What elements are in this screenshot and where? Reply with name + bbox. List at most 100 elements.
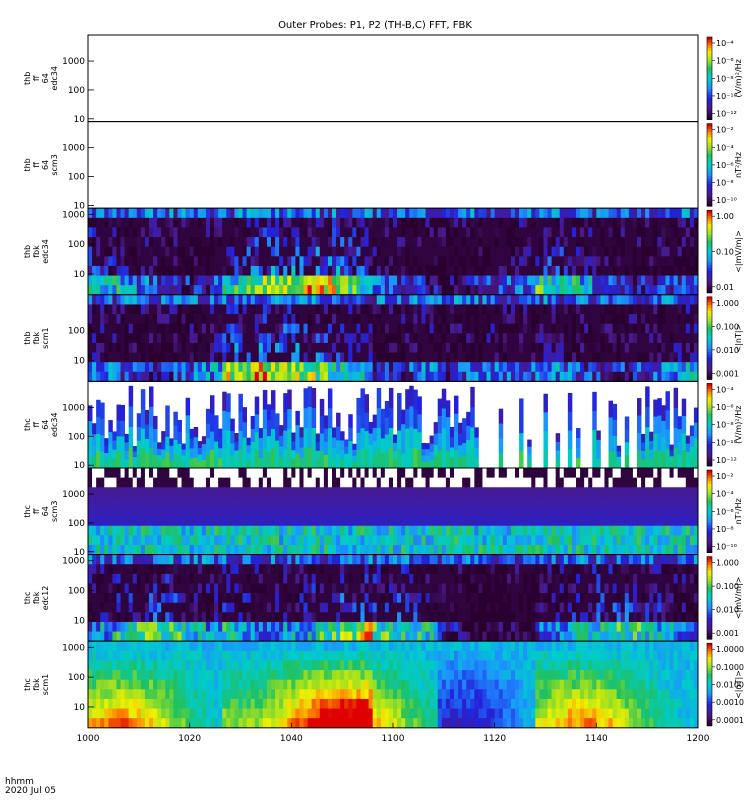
spectrogram-cell (628, 342, 634, 353)
spectrogram-cell (637, 487, 642, 498)
colorbar-segment (707, 516, 712, 520)
spectrogram-cell (433, 371, 439, 382)
spectrogram-cell (677, 246, 683, 257)
spectrogram-cell (124, 468, 130, 479)
spectrogram-cell (153, 516, 158, 527)
spectrogram-cell (388, 407, 394, 429)
spectrogram-cell (441, 265, 447, 276)
spectrogram-cell (673, 333, 679, 344)
spectrogram-cell (153, 487, 158, 498)
spectrogram-cell (108, 554, 113, 565)
spectrogram-cell (283, 333, 288, 344)
spectrogram-cell (535, 342, 540, 353)
spectrogram-cell (515, 314, 520, 325)
spectrogram-cell (510, 227, 516, 238)
spectrogram-cell (136, 544, 142, 555)
spectrogram-cell (254, 285, 260, 296)
spectrogram-cell (494, 227, 500, 238)
spectrogram-cell (181, 323, 186, 334)
spectrogram-cell (283, 275, 288, 286)
spectrogram-cell (153, 525, 158, 536)
spectrogram-cell (661, 352, 666, 363)
spectrogram-cell (673, 468, 679, 479)
spectrogram-cell (144, 314, 150, 325)
spectrogram-cell (352, 449, 357, 457)
spectrogram-cell (287, 246, 292, 257)
spectrogram-cell (323, 415, 329, 429)
spectrogram-cell (393, 496, 398, 507)
spectrogram-cell (388, 371, 394, 382)
spectrogram-cell (376, 237, 382, 248)
spectrogram-cell (657, 352, 662, 363)
spectrogram-cell (502, 525, 508, 536)
date-label: 2020 Jul 05 (5, 786, 56, 796)
spectrogram-cell (185, 237, 191, 248)
spectrogram-cell (336, 294, 341, 305)
colorbar-segment (707, 402, 712, 406)
spectrogram-cell (161, 294, 166, 305)
spectrogram-cell (628, 304, 634, 315)
spectrogram-cell (222, 208, 227, 219)
spectrogram-cell (531, 535, 536, 546)
spectrogram-cell (189, 227, 195, 238)
spectrogram-cell (437, 506, 443, 517)
colorbar-segment (707, 536, 712, 540)
spectrogram-cell (527, 217, 532, 228)
spectrogram-cell (336, 454, 341, 469)
spectrogram-cell (352, 342, 357, 353)
spectrogram-cell (531, 304, 536, 315)
spectrogram-cell (364, 314, 369, 325)
spectrogram-cell (620, 352, 626, 363)
spectrogram-cell (128, 506, 134, 517)
spectrogram-cell (181, 477, 186, 488)
spectrogram-cell (124, 506, 130, 517)
spectrogram-cell (116, 564, 121, 575)
panel-label-line: thc (23, 505, 32, 518)
spectrogram-cell (96, 450, 101, 469)
spectrogram-cell (266, 496, 272, 507)
spectrogram-cell (433, 227, 439, 238)
spectrogram-cell (214, 496, 219, 507)
spectrogram-cell (323, 454, 329, 469)
spectrogram-cell (632, 516, 638, 527)
spectrogram-cell (510, 285, 516, 296)
spectrogram-cell (352, 237, 357, 248)
spectrogram-cell (482, 506, 487, 517)
spectrogram-cell (283, 237, 288, 248)
spectrogram-cell (401, 285, 406, 296)
spectrogram-cell (397, 294, 402, 305)
spectrogram-cell (689, 333, 695, 344)
spectrogram-cell (543, 275, 548, 286)
spectrogram-cell (506, 525, 512, 536)
spectrogram-cell (157, 468, 162, 479)
spectrogram-cell (584, 256, 589, 267)
spectrogram-cell (494, 468, 500, 479)
spectrogram-cell (311, 333, 317, 344)
spectrogram-cell (205, 265, 211, 276)
spectrogram-cell (364, 323, 369, 334)
spectrogram-cell (437, 304, 443, 315)
spectrogram-cell (92, 535, 97, 546)
panel-label-line: fbk (32, 331, 41, 344)
spectrogram-cell (449, 227, 455, 238)
spectrogram-cell (92, 285, 97, 296)
spectrogram-cell (104, 265, 109, 276)
spectrogram-cell (393, 362, 398, 373)
spectrogram-cell (498, 265, 504, 276)
colorbar-segment (707, 245, 712, 250)
spectrogram-cell (372, 371, 378, 382)
spectrogram-cell (628, 525, 634, 536)
spectrogram-cell (429, 435, 435, 445)
spectrogram-cell (413, 294, 418, 305)
spectrogram-cell (376, 427, 382, 449)
colorbar-segment (707, 131, 712, 136)
spectrogram-cell (128, 333, 134, 344)
spectrogram-cell (665, 410, 670, 431)
spectrogram-cell (425, 516, 430, 527)
spectrogram-cell (181, 468, 186, 479)
spectrogram-cell (140, 468, 146, 479)
spectrogram-cell (348, 454, 353, 469)
spectrogram-cell (116, 294, 121, 305)
spectrogram-cell (132, 621, 138, 632)
spectrogram-cell (425, 208, 430, 219)
